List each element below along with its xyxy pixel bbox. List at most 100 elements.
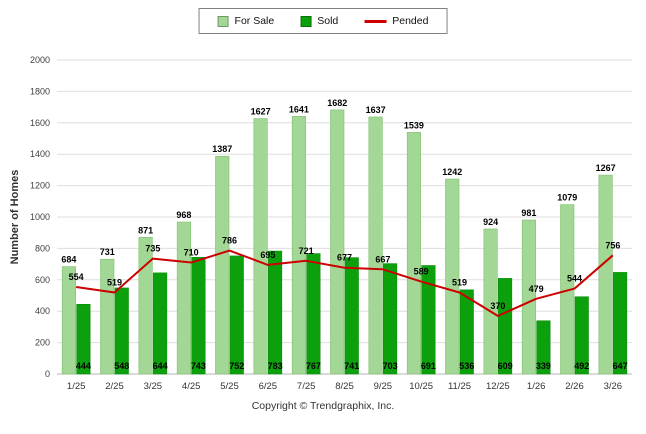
bar-sold [191,257,206,375]
bar-for-sale [176,221,191,375]
label-pended: 710 [184,248,199,258]
label-pended: 667 [375,254,390,264]
label-for-sale: 924 [483,217,498,227]
legend-label-for-sale: For Sale [234,15,275,27]
y-tick-label: 0 [45,369,50,379]
legend-label-sold: Sold [317,15,339,27]
bar-sold [536,320,551,375]
bar-sold [306,253,321,375]
x-tick-label: 2/26 [565,381,584,392]
bar-sold [344,257,359,375]
x-tick-label: 1/26 [527,381,546,392]
for-sale-swatch-icon [217,15,229,27]
label-sold: 752 [229,361,244,371]
layer-grid: 0 200 400 600 800 1000 1200 1400 1600 1800 2000 [30,55,632,379]
label-for-sale: 968 [176,210,191,220]
label-pended: 786 [222,236,237,246]
bar-for-sale [253,118,268,375]
x-tick-label: 4/25 [182,381,201,392]
label-pended: 721 [299,246,314,256]
bar-sold [76,303,91,375]
bar-for-sale [598,174,613,375]
label-sold: 339 [536,361,551,371]
bar-sold [574,296,589,375]
label-sold: 703 [383,361,398,371]
label-for-sale: 1641 [289,104,309,114]
x-tick-label: 7/25 [297,381,316,392]
bar-for-sale [521,219,536,375]
pended-line-swatch-icon [364,19,387,23]
label-for-sale: 684 [61,255,76,265]
label-for-sale: 1682 [327,98,347,108]
label-pended: 370 [490,301,505,311]
x-tick-label: 3/26 [604,381,623,392]
x-tick-label: 12/25 [486,381,510,392]
legend-label-pended: Pended [392,15,429,27]
bar-for-sale [291,116,306,375]
x-tick-label: 6/25 [259,381,278,392]
pended-line [76,249,614,317]
label-for-sale: 1079 [557,193,577,203]
label-sold: 691 [421,361,436,371]
label-sold: 609 [498,361,513,371]
label-pended: 554 [69,272,84,282]
label-sold: 647 [613,361,628,371]
bar-sold [421,265,436,375]
x-tick-label: 10/25 [409,381,433,392]
layer-line [76,249,614,317]
label-pended: 519 [452,278,467,288]
layer-bars [61,109,628,375]
x-tick-label: 2/25 [105,381,124,392]
x-tick-label: 3/25 [144,381,163,392]
label-for-sale: 1242 [442,167,462,177]
label-sold: 548 [114,361,129,371]
label-sold: 536 [459,361,474,371]
label-for-sale: 1267 [596,163,616,173]
y-tick-label: 1000 [30,212,50,222]
label-for-sale: 1627 [251,107,271,117]
bar-sold [114,287,129,375]
label-for-sale: 981 [521,208,536,218]
label-for-sale: 1387 [212,144,232,154]
label-sold: 743 [191,361,206,371]
bar-sold [268,250,283,375]
bar-for-sale [100,258,115,375]
bar-for-sale [406,132,421,375]
label-for-sale: 731 [100,247,115,257]
bar-sold [613,272,628,375]
label-pended: 735 [145,244,160,254]
bar-for-sale [330,109,345,375]
legend-item-sold: Sold [300,15,338,27]
legend-item-pended: Pended [364,15,428,27]
label-pended: 519 [107,278,122,288]
copyright-text: Copyright © Trendgraphix, Inc. [251,400,395,412]
bar-for-sale [61,266,76,375]
y-tick-label: 600 [35,275,50,285]
label-sold: 492 [574,361,589,371]
bar-sold [229,255,244,375]
label-for-sale: 1539 [404,120,424,130]
label-sold: 741 [344,361,359,371]
y-tick-label: 1800 [30,86,50,96]
legend-item-for-sale: For Sale [217,15,275,27]
x-tick-label: 8/25 [335,381,354,392]
bar-sold [153,272,168,375]
x-tick-label: 9/25 [374,381,393,392]
bar-for-sale [138,236,153,375]
bar-for-sale [483,228,498,375]
label-sold: 644 [153,361,168,371]
bar-sold [498,278,513,375]
bar-for-sale [215,155,230,375]
label-pended: 756 [605,240,620,250]
label-sold: 783 [268,361,283,371]
label-sold: 444 [76,361,91,371]
bar-for-sale [445,178,460,375]
bar-for-sale [368,116,383,375]
x-tick-label: 5/25 [220,381,239,392]
y-tick-label: 1400 [30,149,50,159]
y-tick-label: 1200 [30,181,50,191]
label-for-sale: 1637 [366,105,386,115]
y-tick-label: 1600 [30,118,50,128]
